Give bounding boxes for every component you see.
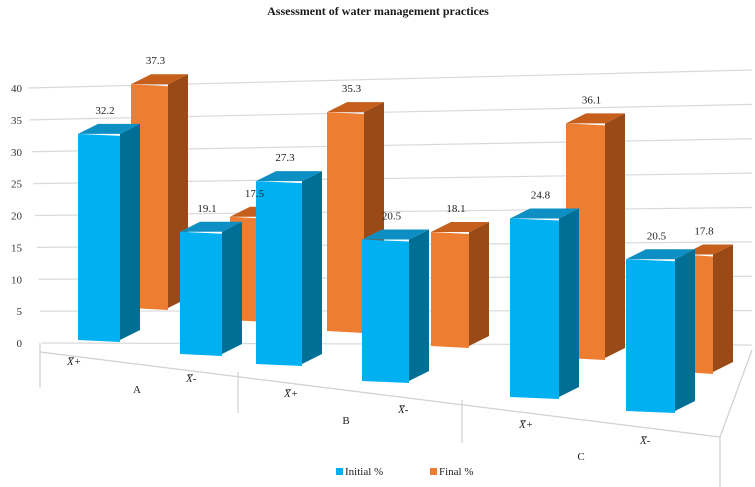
category-labels: X̅+ X̅- X̅+ X̅- X̅+ X̅- A B C xyxy=(66,356,651,463)
data-label: 18.1 xyxy=(446,203,465,215)
data-label: 27.3 xyxy=(275,152,295,164)
legend-swatch-initial xyxy=(336,468,343,475)
subcategory-label: X̅+ xyxy=(66,356,81,368)
bar-top xyxy=(510,208,579,219)
bar-front xyxy=(626,259,675,413)
bars xyxy=(78,74,733,413)
floor-front-edge xyxy=(39,351,721,438)
data-label: 32.2 xyxy=(95,105,114,117)
bar-side xyxy=(605,113,625,358)
bar-top xyxy=(566,113,625,124)
group-label: C xyxy=(577,451,584,463)
data-label: 17.8 xyxy=(694,226,714,238)
bar-front xyxy=(327,112,364,333)
subcategory-label: X̅+ xyxy=(283,388,298,400)
subcategory-label: X̅+ xyxy=(518,419,533,431)
subcategory-label: X̅- xyxy=(639,435,651,447)
data-label: 37.3 xyxy=(146,55,166,67)
legend-label-initial: Initial % xyxy=(345,466,383,478)
bar-top xyxy=(78,123,140,134)
bar-front xyxy=(431,231,469,348)
bar-top xyxy=(327,102,384,113)
bar-top xyxy=(626,249,695,260)
bar-front xyxy=(78,133,120,342)
group-label: A xyxy=(133,384,141,396)
bar-side xyxy=(302,171,322,364)
y-axis-ticks: 0 5 10 15 20 25 30 35 40 xyxy=(11,83,23,350)
legend: Initial % Final % xyxy=(336,466,474,478)
bar-front xyxy=(256,181,302,366)
legend-label-final: Final % xyxy=(439,466,474,478)
legend-swatch-final xyxy=(430,468,437,475)
bar-side xyxy=(559,208,579,397)
bar-initial-2 xyxy=(256,171,322,366)
y-tick-label: 30 xyxy=(11,147,23,159)
y-tick-label: 15 xyxy=(11,242,23,254)
bar-side xyxy=(675,249,695,411)
bar-side xyxy=(120,123,140,340)
bar-side xyxy=(469,221,489,346)
data-label: 36.1 xyxy=(582,94,601,106)
data-label: 20.5 xyxy=(647,230,667,242)
y-tick-label: 20 xyxy=(11,211,23,223)
data-label: 17.5 xyxy=(245,188,265,200)
bar-top xyxy=(180,221,242,232)
bar-top xyxy=(683,244,733,255)
y-tick-label: 40 xyxy=(11,83,23,95)
subcategory-label: X̅- xyxy=(397,404,409,416)
data-label: 35.3 xyxy=(342,83,362,95)
bar-top xyxy=(431,221,489,232)
bar-front xyxy=(180,231,222,356)
bar-top xyxy=(362,229,429,240)
bar-top xyxy=(256,171,322,182)
floor-right-edge xyxy=(719,349,753,438)
y-tick-label: 25 xyxy=(11,179,23,191)
data-label: 24.8 xyxy=(531,189,551,201)
data-labels: 37.3 17.5 35.3 18.1 36.1 17.8 32.2 19.1 27.3 20.5… xyxy=(95,55,714,242)
bar-front xyxy=(362,239,409,383)
bar-initial-4 xyxy=(510,208,579,399)
floor xyxy=(39,343,753,487)
y-tick-label: 5 xyxy=(17,306,23,318)
y-tick-label: 35 xyxy=(11,115,23,127)
bar-initial-0 xyxy=(78,123,140,342)
bar-initial-5 xyxy=(626,249,695,413)
bar-final-3 xyxy=(431,221,489,348)
chart-title: Assessment of water management practices xyxy=(267,4,489,18)
bar-front xyxy=(510,218,559,399)
bar-front xyxy=(131,84,168,310)
gridline xyxy=(27,69,753,89)
subcategory-label: X̅- xyxy=(185,373,197,385)
bar-initial-3 xyxy=(362,229,429,383)
group-label: B xyxy=(342,415,349,427)
data-label: 19.1 xyxy=(197,203,216,215)
data-label: 20.5 xyxy=(382,211,402,223)
y-tick-label: 0 xyxy=(17,338,23,350)
bar-side xyxy=(713,244,733,372)
bar-initial-1 xyxy=(180,221,242,356)
y-tick-label: 10 xyxy=(11,274,23,286)
bar-side xyxy=(409,229,429,381)
bar-side xyxy=(222,221,242,354)
bar-top xyxy=(131,74,188,85)
